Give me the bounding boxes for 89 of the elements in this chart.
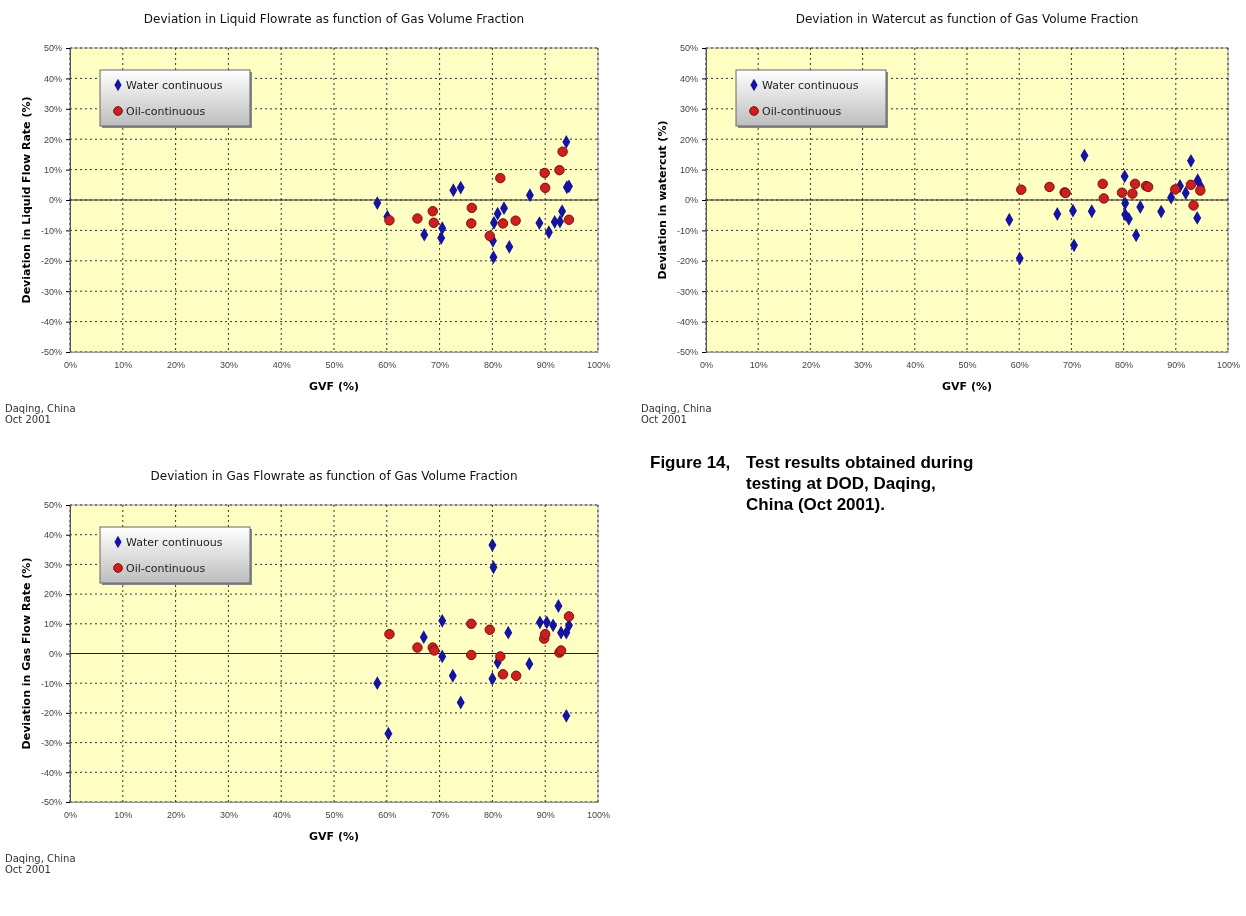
- y-tick-label: 0%: [48, 648, 62, 659]
- y-tick-label: 30%: [43, 104, 62, 115]
- x-tick-label: 90%: [1167, 360, 1186, 371]
- chart-title: Deviation in Gas Flowrate as function of Gas Volume Fraction: [150, 469, 518, 483]
- x-tick-label: 50%: [325, 360, 344, 371]
- legend-label: Water continuous: [762, 79, 859, 92]
- y-tick-label: -40%: [40, 316, 62, 327]
- y-tick-label: -20%: [40, 708, 62, 719]
- text: Test results obtained during testing at DOD, Daqing, China (Oct 2001).: [746, 453, 974, 514]
- x-tick-label: 0%: [63, 810, 78, 821]
- x-tick-label: 20%: [167, 810, 186, 821]
- text: Oct 2001: [5, 414, 51, 425]
- text: Oct 2001: [641, 414, 687, 425]
- text: Daqing, China: [641, 403, 712, 414]
- x-tick-label: 80%: [483, 810, 502, 821]
- x-tick-label: 60%: [378, 360, 397, 371]
- legend-label: Water continuous: [126, 536, 223, 549]
- x-tick-label: 30%: [219, 810, 238, 821]
- text: Daqing, China: [5, 853, 76, 864]
- x-tick-label: 100%: [586, 360, 611, 371]
- x-tick-label: 100%: [586, 810, 611, 821]
- y-tick-label: -20%: [40, 256, 62, 267]
- y-tick-label: -30%: [676, 286, 698, 297]
- y-tick-label: 0%: [48, 195, 62, 206]
- y-axis-title: Deviation in Gas Flow Rate (%): [20, 557, 33, 750]
- y-tick-label: -40%: [40, 767, 62, 778]
- y-tick-label: 10%: [43, 164, 62, 175]
- x-tick-label: 40%: [906, 360, 925, 371]
- y-tick-label: 50%: [43, 43, 62, 54]
- y-tick-label: -50%: [40, 347, 62, 358]
- x-tick-label: 70%: [1062, 360, 1081, 371]
- y-tick-label: -10%: [40, 678, 62, 689]
- x-tick-label: 60%: [1010, 360, 1029, 371]
- y-tick-label: -50%: [676, 347, 698, 358]
- x-axis-title: GVF (%): [309, 830, 359, 843]
- x-tick-label: 90%: [536, 810, 555, 821]
- legend-label: Oil-continuous: [762, 105, 842, 118]
- y-tick-label: -10%: [676, 225, 698, 236]
- y-tick-label: -40%: [676, 316, 698, 327]
- y-tick-label: 20%: [679, 134, 698, 145]
- x-tick-label: 50%: [958, 360, 977, 371]
- y-tick-label: 10%: [43, 619, 62, 630]
- x-tick-label: 70%: [431, 360, 450, 371]
- legend-label: Water continuous: [126, 79, 223, 92]
- x-tick-label: 0%: [63, 360, 78, 371]
- x-tick-label: 10%: [114, 810, 133, 821]
- y-tick-label: 40%: [43, 530, 62, 541]
- x-tick-label: 10%: [749, 360, 768, 371]
- y-tick-label: 50%: [43, 500, 62, 511]
- x-tick-label: 50%: [325, 810, 344, 821]
- text: Oct 2001: [5, 864, 51, 875]
- x-tick-label: 70%: [431, 810, 450, 821]
- x-tick-label: 10%: [114, 360, 133, 371]
- y-axis-title: Deviation in watercut (%): [656, 120, 669, 280]
- x-tick-label: 40%: [272, 810, 291, 821]
- y-tick-label: 20%: [43, 589, 62, 600]
- y-tick-label: -10%: [40, 225, 62, 236]
- y-tick-label: 30%: [43, 559, 62, 570]
- caption: Figure 14,: [650, 453, 731, 472]
- x-tick-label: 30%: [219, 360, 238, 371]
- legend-label: Oil-continuous: [126, 105, 206, 118]
- y-tick-label: -20%: [676, 256, 698, 267]
- x-tick-label: 40%: [272, 360, 291, 371]
- y-axis-title: Deviation in Liquid Flow Rate (%): [20, 96, 33, 304]
- text: Daqing, China: [5, 403, 76, 414]
- y-tick-label: -30%: [40, 286, 62, 297]
- x-tick-label: 20%: [167, 360, 186, 371]
- x-tick-label: 20%: [801, 360, 820, 371]
- x-tick-label: 80%: [1115, 360, 1134, 371]
- x-tick-label: 80%: [483, 360, 502, 371]
- y-tick-label: -50%: [40, 797, 62, 808]
- x-tick-label: 100%: [1216, 360, 1241, 371]
- y-tick-label: 50%: [679, 43, 698, 54]
- y-tick-label: -30%: [40, 737, 62, 748]
- chart-title: Deviation in Watercut as function of Gas Volume Fraction: [795, 12, 1139, 26]
- y-tick-label: 0%: [684, 195, 698, 206]
- y-tick-label: 20%: [43, 134, 62, 145]
- legend-label: Oil-continuous: [126, 562, 206, 575]
- y-tick-label: 40%: [679, 73, 698, 84]
- x-tick-label: 0%: [699, 360, 714, 371]
- x-tick-label: 60%: [378, 810, 397, 821]
- chart-title: Deviation in Liquid Flowrate as function of Gas Volume Fraction: [143, 12, 525, 26]
- y-tick-label: 10%: [679, 164, 698, 175]
- y-tick-label: 40%: [43, 73, 62, 84]
- x-tick-label: 90%: [536, 360, 555, 371]
- y-tick-label: 30%: [679, 104, 698, 115]
- x-tick-label: 30%: [854, 360, 873, 371]
- x-axis-title: GVF (%): [942, 380, 992, 393]
- x-axis-title: GVF (%): [309, 380, 359, 393]
